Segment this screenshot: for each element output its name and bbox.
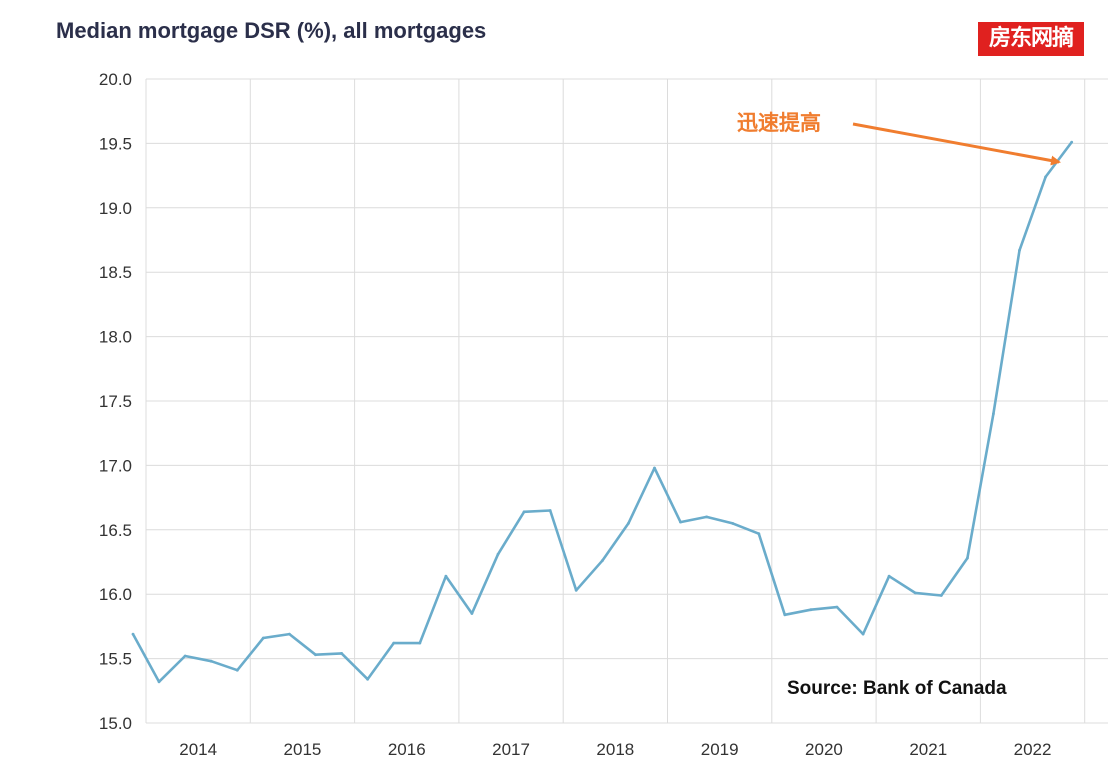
- y-tick-label: 18.5: [99, 263, 132, 282]
- y-tick-label: 15.0: [99, 714, 132, 733]
- x-tick-label: 2016: [388, 740, 426, 759]
- y-tick-label: 16.0: [99, 585, 132, 604]
- data-point: [183, 654, 187, 658]
- data-point: [418, 641, 422, 645]
- y-tick-label: 19.0: [99, 199, 132, 218]
- y-tick-label: 17.5: [99, 392, 132, 411]
- annotation-label: 迅速提高: [737, 111, 821, 135]
- data-point: [627, 522, 630, 525]
- data-point: [131, 632, 135, 636]
- y-tick-label: 18.0: [99, 328, 132, 347]
- source-note: Source: Bank of Canada: [787, 678, 1007, 699]
- y-tick-label: 17.0: [99, 456, 132, 475]
- data-point: [731, 522, 735, 525]
- data-point: [835, 605, 839, 609]
- x-tick-label: 2022: [1014, 740, 1052, 759]
- data-point: [939, 594, 943, 597]
- data-point: [1018, 248, 1021, 252]
- data-point: [783, 613, 787, 617]
- data-point: [261, 636, 265, 640]
- y-tick-label: 20.0: [99, 70, 132, 89]
- data-point: [288, 632, 291, 636]
- x-tick-label: 2019: [701, 740, 739, 759]
- data-point: [809, 608, 813, 612]
- data-point: [705, 515, 708, 519]
- data-point: [340, 652, 343, 655]
- chart-title: Median mortgage DSR (%), all mortgages: [56, 18, 487, 43]
- data-point: [444, 574, 448, 578]
- data-point: [235, 668, 239, 672]
- data-point: [157, 680, 161, 684]
- data-point: [366, 677, 369, 681]
- y-tick-label: 19.5: [99, 134, 132, 153]
- data-point: [496, 552, 500, 556]
- x-tick-label: 2021: [909, 740, 947, 759]
- data-point: [887, 574, 891, 578]
- data-point: [600, 559, 604, 563]
- x-tick-label: 2017: [492, 740, 530, 759]
- data-point: [861, 632, 865, 636]
- data-point: [1070, 140, 1074, 144]
- series-line: [131, 141, 1073, 684]
- data-point: [522, 510, 526, 514]
- data-point: [966, 556, 969, 560]
- data-point: [470, 612, 474, 615]
- x-tick-label: 2015: [284, 740, 322, 759]
- data-point: [1044, 175, 1047, 179]
- data-point: [992, 412, 995, 416]
- data-point: [314, 653, 317, 657]
- data-point: [913, 591, 917, 595]
- data-point: [392, 641, 396, 645]
- x-tick-label: 2018: [596, 740, 634, 759]
- x-tick-label: 2020: [805, 740, 843, 759]
- watermark-logo: 房东网摘: [978, 22, 1084, 56]
- data-point: [653, 466, 656, 470]
- annotation-arrow: [852, 122, 1061, 166]
- x-tick-label: 2014: [179, 740, 217, 759]
- y-tick-label: 16.5: [99, 521, 132, 540]
- data-point: [757, 532, 761, 536]
- data-point: [209, 659, 213, 663]
- data-point: [548, 509, 552, 512]
- data-point: [574, 588, 578, 592]
- y-tick-label: 15.5: [99, 650, 132, 669]
- data-point: [679, 520, 682, 524]
